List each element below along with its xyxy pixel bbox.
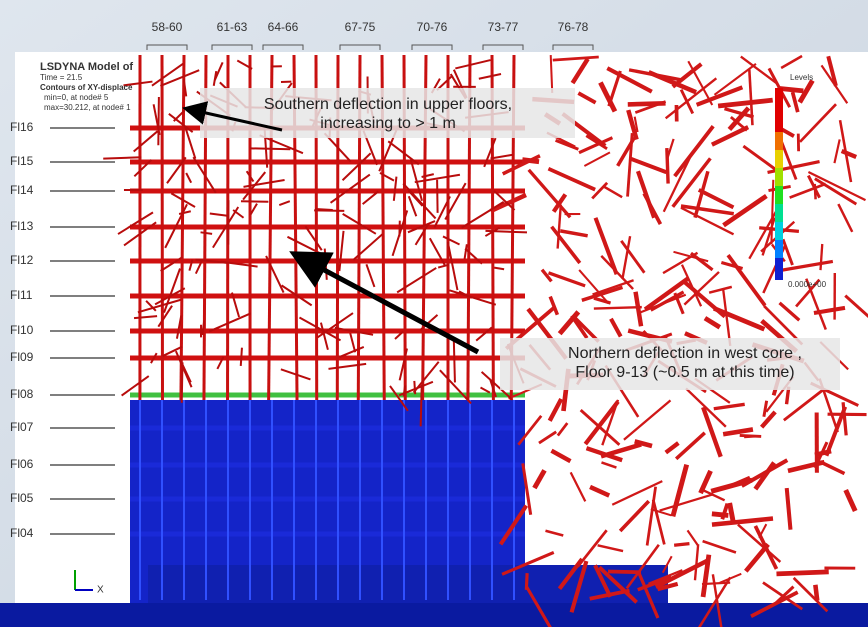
header-min: min=0, at node# 5 (44, 93, 109, 102)
debris (815, 184, 816, 199)
annotation: Northern deflection in west core , (568, 345, 802, 362)
debris (674, 544, 689, 546)
header-title: LSDYNA Model of (40, 61, 133, 73)
debris (594, 307, 642, 308)
column-label: 61-63 (217, 20, 248, 34)
header-contours: Contours of XY-displace (40, 83, 133, 92)
debris (522, 160, 539, 162)
member (454, 337, 455, 382)
floor-label: Fl10 (10, 323, 34, 337)
debris (776, 572, 828, 574)
legend-label: 0.000e+00 (788, 280, 827, 289)
debris (712, 514, 728, 516)
member (421, 385, 422, 426)
floor-label: Fl09 (10, 350, 34, 364)
member (241, 348, 242, 366)
floor-label: Fl04 (10, 526, 34, 540)
annotation: Southern deflection in upper floors, (264, 96, 512, 113)
column-label: 73-77 (488, 20, 519, 34)
member (437, 180, 438, 213)
debris (608, 571, 641, 572)
header-time: Time = 21.5 (40, 73, 83, 82)
floor-label: Fl11 (10, 288, 33, 302)
debris (744, 436, 759, 437)
floor-label: Fl06 (10, 457, 34, 471)
member (182, 362, 183, 403)
column-label: 58-60 (152, 20, 183, 34)
debris (730, 503, 734, 521)
floor-label: Fl12 (10, 253, 34, 267)
floor-label: Fl14 (10, 183, 34, 197)
floor-label: Fl13 (10, 219, 34, 233)
floor-label: Fl07 (10, 420, 34, 434)
annotation: increasing to > 1 m (320, 115, 456, 132)
floor-label: Fl16 (10, 120, 34, 134)
legend-title: Levels (790, 73, 813, 82)
member (103, 157, 141, 158)
ground (0, 603, 868, 627)
header-max: max=30.212, at node# 1 (44, 103, 131, 112)
annotation: Floor 9-13 (~0.5 m at this time) (575, 364, 794, 381)
floor-label: Fl08 (10, 387, 34, 401)
floor-label: Fl05 (10, 491, 34, 505)
column-label: 76-78 (558, 20, 589, 34)
column-label: 64-66 (268, 20, 299, 34)
axis-label: X (97, 585, 104, 596)
column-label: 67-75 (345, 20, 376, 34)
member (241, 201, 268, 202)
floor-label: Fl15 (10, 154, 34, 168)
member (250, 148, 290, 149)
column-label: 70-76 (417, 20, 448, 34)
member (158, 97, 159, 145)
